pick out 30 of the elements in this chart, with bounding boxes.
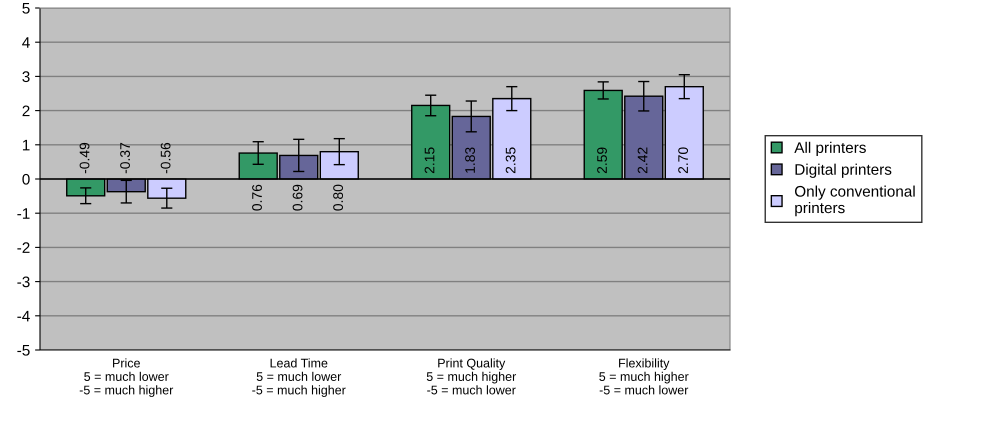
- data-label: -0.56: [160, 142, 171, 174]
- legend-label: Digital printers: [796, 164, 892, 178]
- y-tick-label: -4: [17, 310, 30, 322]
- y-tick-label: -2: [17, 242, 30, 253]
- y-tick-label: -5: [17, 345, 30, 356]
- data-label: 2.59: [597, 147, 607, 174]
- data-label: 0.69: [292, 184, 302, 211]
- y-tick-label: 5: [22, 3, 30, 14]
- y-tick-label: -3: [17, 276, 30, 288]
- data-label: 0.80: [333, 184, 344, 211]
- legend-label: All printers: [794, 142, 866, 156]
- data-label: 2.15: [424, 147, 434, 174]
- data-label: 0.76: [252, 184, 262, 211]
- x-tick-label: Lead Time 5 = much lower -5 = much higher: [252, 358, 346, 397]
- y-tick-label: 3: [22, 71, 30, 82]
- y-tick-label: 1: [22, 140, 30, 150]
- data-label: 1.83: [465, 147, 475, 173]
- x-tick-label: Print Quality 5 = much higher -5 = much lower: [426, 358, 516, 394]
- x-tick-label: Price 5 = much lower -5 = much higher: [80, 358, 174, 397]
- y-tick-label: -1: [17, 208, 30, 219]
- data-label: 2.35: [506, 147, 516, 174]
- data-label: 2.70: [678, 147, 688, 174]
- data-label: 2.42: [638, 148, 648, 174]
- y-tick-label: 0: [22, 174, 30, 185]
- legend-label: Only conventional printers: [794, 186, 915, 216]
- y-tick-label: 4: [22, 37, 30, 48]
- y-tick-label: 2: [22, 105, 30, 116]
- data-label: -0.49: [80, 142, 90, 174]
- x-tick-label: Flexibility 5 = much higher -5 = much lower: [599, 358, 689, 394]
- data-label: -0.37: [120, 142, 130, 174]
